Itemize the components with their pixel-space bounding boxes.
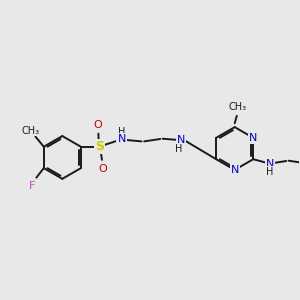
Text: CH₃: CH₃ (228, 103, 246, 112)
Text: S: S (95, 140, 104, 153)
Text: N: N (117, 134, 126, 144)
Text: O: O (98, 164, 106, 174)
Text: N: N (249, 133, 257, 143)
Text: H: H (118, 127, 126, 137)
Text: H: H (175, 143, 182, 154)
Text: CH₃: CH₃ (21, 126, 39, 136)
Text: N: N (176, 135, 185, 145)
Text: O: O (93, 120, 102, 130)
Text: H: H (266, 167, 274, 177)
Text: N: N (230, 165, 239, 175)
Text: F: F (29, 181, 35, 191)
Text: N: N (266, 159, 274, 169)
